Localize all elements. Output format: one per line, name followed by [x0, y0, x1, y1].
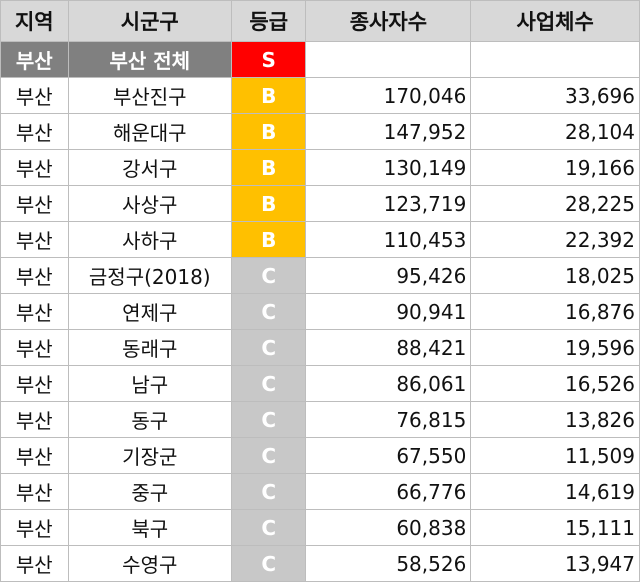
table-row: 부산 남구 C 86,061 16,526: [0, 365, 640, 402]
table-body: 부산 부산 전체 S 부산 부산진구 B 170,046 33,696 부산 해운대구 B 147,9…: [0, 41, 640, 582]
table-row: 부산 사하구 B 110,453 22,392: [0, 221, 640, 258]
cell-employees[interactable]: 90,941: [305, 293, 472, 330]
cell-district[interactable]: 부산진구: [67, 77, 232, 114]
cell-employees[interactable]: 130,149: [305, 149, 472, 186]
cell-grade[interactable]: B: [230, 113, 307, 150]
cell-grade[interactable]: C: [230, 401, 307, 438]
table-row: 부산 동래구 C 88,421 19,596: [0, 329, 640, 366]
cell-businesses[interactable]: 33,696: [470, 77, 640, 114]
cell-grade[interactable]: C: [230, 545, 307, 582]
cell-grade[interactable]: B: [230, 149, 307, 186]
cell-district[interactable]: 남구: [67, 365, 232, 402]
cell-employees[interactable]: 123,719: [305, 185, 472, 222]
cell-employees[interactable]: 76,815: [305, 401, 472, 438]
cell-district[interactable]: 강서구: [67, 149, 232, 186]
cell-district[interactable]: 북구: [67, 509, 232, 546]
cell-employees[interactable]: 147,952: [305, 113, 472, 150]
cell-grade[interactable]: C: [230, 509, 307, 546]
cell-region[interactable]: 부산: [0, 149, 69, 186]
table-row: 부산 금정구(2018) C 95,426 18,025: [0, 257, 640, 294]
cell-region[interactable]: 부산: [0, 77, 69, 114]
cell-businesses[interactable]: 16,876: [470, 293, 640, 330]
table-row: 부산 동구 C 76,815 13,826: [0, 401, 640, 438]
cell-employees[interactable]: 60,838: [305, 509, 472, 546]
cell-region[interactable]: 부산: [0, 293, 69, 330]
cell-grade[interactable]: B: [230, 185, 307, 222]
cell-employees[interactable]: 67,550: [305, 437, 472, 474]
header-region[interactable]: 지역: [0, 0, 69, 42]
cell-businesses[interactable]: 18,025: [470, 257, 640, 294]
cell-district[interactable]: 중구: [67, 473, 232, 510]
header-employees[interactable]: 종사자수: [305, 0, 472, 42]
table-row: 부산 북구 C 60,838 15,111: [0, 509, 640, 546]
cell-employees[interactable]: 86,061: [305, 365, 472, 402]
cell-grade[interactable]: C: [230, 257, 307, 294]
cell-region[interactable]: 부산: [0, 473, 69, 510]
cell-region[interactable]: 부산: [0, 41, 69, 78]
cell-businesses[interactable]: 28,225: [470, 185, 640, 222]
cell-grade[interactable]: C: [230, 365, 307, 402]
table-row: 부산 중구 C 66,776 14,619: [0, 473, 640, 510]
cell-employees[interactable]: 66,776: [305, 473, 472, 510]
cell-district[interactable]: 동구: [67, 401, 232, 438]
table-row: 부산 강서구 B 130,149 19,166: [0, 149, 640, 186]
cell-district[interactable]: 수영구: [67, 545, 232, 582]
cell-district[interactable]: 금정구(2018): [67, 257, 232, 294]
cell-region[interactable]: 부산: [0, 509, 69, 546]
header-district[interactable]: 시군구: [67, 0, 232, 42]
cell-businesses[interactable]: 16,526: [470, 365, 640, 402]
table-row: 부산 수영구 C 58,526 13,947: [0, 545, 640, 582]
cell-grade[interactable]: C: [230, 329, 307, 366]
cell-businesses[interactable]: 19,166: [470, 149, 640, 186]
header-grade[interactable]: 등급: [230, 0, 307, 42]
table-row: 부산 기장군 C 67,550 11,509: [0, 437, 640, 474]
cell-region[interactable]: 부산: [0, 365, 69, 402]
cell-businesses[interactable]: 11,509: [470, 437, 640, 474]
cell-employees[interactable]: 95,426: [305, 257, 472, 294]
table-row: 부산 부산진구 B 170,046 33,696: [0, 77, 640, 114]
table-row: 부산 사상구 B 123,719 28,225: [0, 185, 640, 222]
cell-district[interactable]: 사상구: [67, 185, 232, 222]
cell-region[interactable]: 부산: [0, 401, 69, 438]
cell-region[interactable]: 부산: [0, 185, 69, 222]
cell-businesses[interactable]: 13,947: [470, 545, 640, 582]
cell-region[interactable]: 부산: [0, 221, 69, 258]
header-businesses[interactable]: 사업체수: [470, 0, 640, 42]
cell-businesses[interactable]: 28,104: [470, 113, 640, 150]
cell-employees[interactable]: [305, 41, 472, 78]
table-row-total: 부산 부산 전체 S: [0, 41, 640, 78]
table-row: 부산 연제구 C 90,941 16,876: [0, 293, 640, 330]
cell-region[interactable]: 부산: [0, 329, 69, 366]
cell-employees[interactable]: 110,453: [305, 221, 472, 258]
cell-businesses[interactable]: 15,111: [470, 509, 640, 546]
cell-district[interactable]: 기장군: [67, 437, 232, 474]
header-row: 지역 시군구 등급 종사자수 사업체수: [0, 0, 640, 42]
cell-region[interactable]: 부산: [0, 545, 69, 582]
cell-region[interactable]: 부산: [0, 437, 69, 474]
cell-businesses[interactable]: [470, 41, 640, 78]
table-row: 부산 해운대구 B 147,952 28,104: [0, 113, 640, 150]
cell-employees[interactable]: 58,526: [305, 545, 472, 582]
cell-businesses[interactable]: 14,619: [470, 473, 640, 510]
cell-grade[interactable]: C: [230, 437, 307, 474]
cell-district[interactable]: 연제구: [67, 293, 232, 330]
cell-district[interactable]: 부산 전체: [67, 41, 232, 78]
cell-grade[interactable]: C: [230, 473, 307, 510]
cell-grade[interactable]: C: [230, 293, 307, 330]
cell-district[interactable]: 해운대구: [67, 113, 232, 150]
cell-grade[interactable]: S: [230, 41, 307, 78]
cell-region[interactable]: 부산: [0, 257, 69, 294]
cell-businesses[interactable]: 22,392: [470, 221, 640, 258]
cell-employees[interactable]: 88,421: [305, 329, 472, 366]
cell-district[interactable]: 사하구: [67, 221, 232, 258]
cell-employees[interactable]: 170,046: [305, 77, 472, 114]
cell-district[interactable]: 동래구: [67, 329, 232, 366]
cell-region[interactable]: 부산: [0, 113, 69, 150]
cell-businesses[interactable]: 13,826: [470, 401, 640, 438]
cell-businesses[interactable]: 19,596: [470, 329, 640, 366]
cell-grade[interactable]: B: [230, 77, 307, 114]
cell-grade[interactable]: B: [230, 221, 307, 258]
